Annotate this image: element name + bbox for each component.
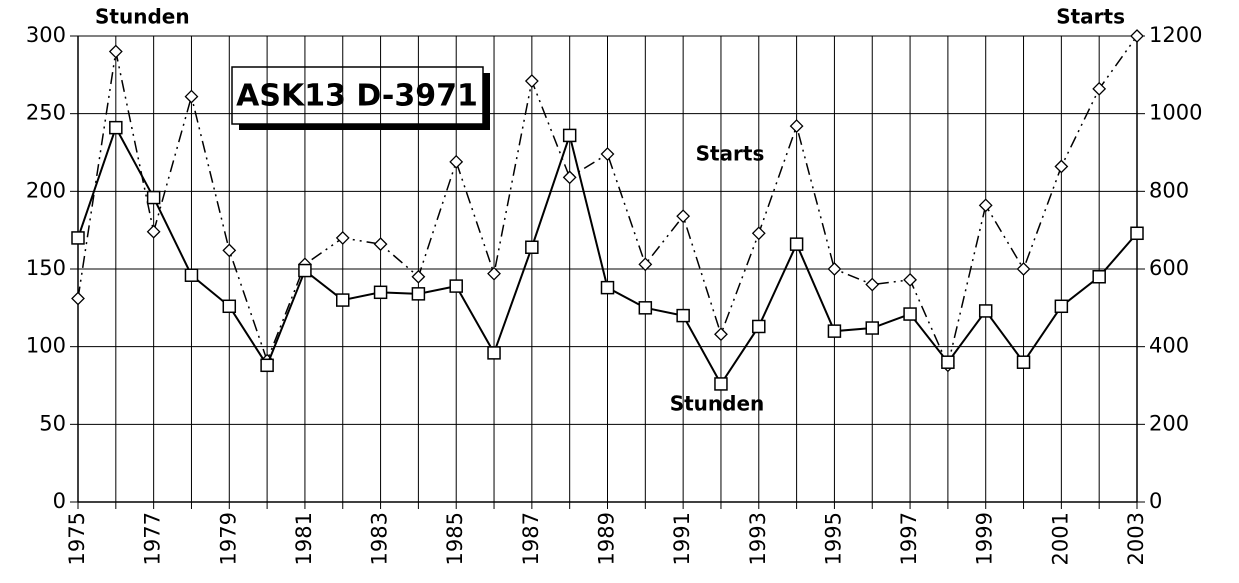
x-tick-label: 1987 bbox=[519, 512, 543, 565]
marker bbox=[1016, 262, 1031, 276]
marker bbox=[751, 226, 766, 241]
marker bbox=[109, 120, 123, 135]
marker bbox=[600, 147, 615, 161]
title-box bbox=[231, 66, 484, 125]
x-tick-label: 1979 bbox=[216, 512, 240, 565]
y-tick-label: 100 bbox=[26, 334, 66, 358]
marker bbox=[524, 74, 539, 88]
y2-tick-label: 1000 bbox=[1149, 101, 1202, 125]
marker bbox=[1054, 299, 1069, 314]
marker bbox=[373, 237, 388, 252]
marker bbox=[449, 279, 463, 293]
x-tick-label: 1995 bbox=[821, 512, 845, 565]
marker bbox=[146, 190, 161, 205]
marker bbox=[184, 89, 199, 104]
marker bbox=[676, 209, 691, 224]
annotation: Stunden bbox=[670, 392, 765, 416]
marker bbox=[71, 291, 85, 306]
y2-tick-label: 1200 bbox=[1149, 23, 1202, 47]
marker bbox=[411, 287, 426, 301]
x-tick-label: 1999 bbox=[973, 512, 997, 565]
x-tick-label: 2003 bbox=[1124, 512, 1148, 565]
y-tick-label: 150 bbox=[26, 256, 66, 280]
x-tick-label: 1983 bbox=[368, 512, 392, 565]
marker bbox=[1054, 159, 1069, 174]
marker bbox=[827, 324, 842, 338]
marker bbox=[449, 154, 464, 169]
marker bbox=[260, 358, 274, 373]
marker bbox=[714, 377, 728, 391]
marker bbox=[1016, 355, 1031, 369]
y-tick-label: 200 bbox=[26, 178, 66, 202]
marker bbox=[562, 170, 577, 185]
y-tick-label: 50 bbox=[39, 411, 66, 435]
marker bbox=[865, 277, 880, 292]
marker bbox=[108, 44, 123, 59]
y-axis-label: Stunden bbox=[95, 5, 190, 29]
x-tick-label: 1991 bbox=[670, 512, 694, 565]
y2-tick-label: 400 bbox=[1149, 334, 1189, 358]
marker bbox=[903, 272, 917, 287]
marker bbox=[827, 262, 842, 276]
x-tick-label: 1975 bbox=[65, 512, 89, 565]
marker bbox=[638, 257, 653, 272]
marker bbox=[865, 321, 879, 335]
annotation: Starts bbox=[696, 142, 765, 166]
marker bbox=[789, 237, 804, 251]
y-tick-label: 250 bbox=[26, 101, 66, 125]
y2-tick-label: 0 bbox=[1149, 489, 1162, 513]
marker bbox=[487, 346, 501, 360]
x-tick-label: 1985 bbox=[443, 512, 467, 565]
y2-tick-label: 600 bbox=[1149, 256, 1189, 280]
marker bbox=[1092, 270, 1106, 284]
marker bbox=[638, 301, 653, 315]
x-tick-label: 2001 bbox=[1048, 512, 1072, 565]
marker bbox=[373, 285, 388, 300]
x-tick-label: 1981 bbox=[292, 512, 316, 565]
marker bbox=[298, 263, 312, 278]
y2-axis-label: Starts bbox=[1056, 5, 1125, 29]
marker bbox=[222, 299, 237, 314]
x-tick-label: 1993 bbox=[746, 512, 770, 565]
marker bbox=[789, 119, 804, 134]
marker bbox=[146, 224, 161, 239]
marker bbox=[222, 243, 237, 258]
series-line bbox=[77, 35, 1138, 368]
y-tick-label: 300 bbox=[26, 23, 66, 47]
marker bbox=[714, 327, 728, 342]
chart-title: ASK13 D-3971 bbox=[236, 79, 478, 114]
marker bbox=[1092, 81, 1107, 96]
x-tick-label: 1989 bbox=[595, 512, 619, 565]
marker bbox=[978, 304, 993, 318]
y2-tick-label: 200 bbox=[1149, 411, 1189, 435]
marker bbox=[525, 240, 539, 255]
marker bbox=[184, 268, 199, 282]
marker bbox=[487, 266, 501, 281]
y-tick-label: 0 bbox=[53, 489, 66, 513]
marker bbox=[676, 308, 690, 323]
marker bbox=[335, 231, 350, 245]
marker bbox=[600, 280, 615, 295]
marker bbox=[411, 269, 426, 284]
marker bbox=[752, 319, 766, 334]
marker bbox=[1130, 29, 1144, 43]
x-tick-label: 1977 bbox=[141, 512, 165, 565]
marker bbox=[978, 198, 993, 213]
marker bbox=[941, 355, 955, 369]
x-tick-label: 1997 bbox=[897, 512, 921, 565]
marker bbox=[336, 293, 350, 307]
y2-tick-label: 800 bbox=[1149, 178, 1189, 202]
marker bbox=[1130, 226, 1144, 241]
marker bbox=[562, 128, 577, 143]
marker bbox=[903, 307, 917, 321]
marker bbox=[71, 231, 85, 245]
